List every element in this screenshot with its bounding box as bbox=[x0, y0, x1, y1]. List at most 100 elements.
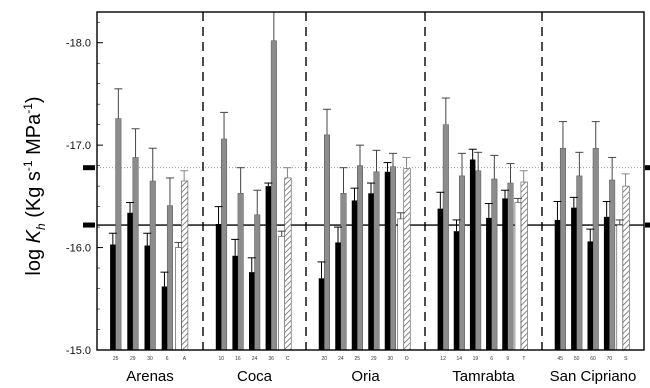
ytick-label: -15.0 bbox=[66, 345, 91, 357]
group-label-san-cipriano: San Cipriano bbox=[550, 368, 637, 385]
ytick-label: -16.0 bbox=[66, 243, 91, 255]
sample-label: 25 bbox=[113, 356, 119, 362]
black-bar-Arenas-25 bbox=[110, 244, 116, 350]
white-bar-C bbox=[278, 236, 286, 351]
gray-bar-Arenas-30 bbox=[149, 180, 156, 351]
sample-label: 20 bbox=[321, 356, 327, 362]
black-bar-Arenas-6 bbox=[161, 286, 168, 350]
sample-label: 29 bbox=[371, 356, 377, 362]
gray-bar-Coca-36 bbox=[270, 40, 277, 351]
gray-bar-Oria-24 bbox=[340, 193, 347, 351]
gray-bar-Oria-25 bbox=[357, 165, 363, 351]
black-bar-San Cipriano-45 bbox=[554, 219, 561, 350]
black-bar-Oria-20 bbox=[318, 278, 325, 350]
sample-label: 19 bbox=[473, 356, 479, 362]
gray-bar-San Cipriano-45 bbox=[559, 147, 566, 351]
white-bar-A bbox=[175, 247, 182, 351]
white-bar-T bbox=[514, 202, 522, 351]
hatched-bar-A bbox=[181, 180, 189, 351]
black-bar-Tamrabta-12 bbox=[437, 208, 444, 350]
sample-label: C bbox=[286, 356, 290, 362]
black-bar-Coca-16 bbox=[232, 255, 238, 350]
sample-label: 70 bbox=[607, 356, 613, 362]
hatched-bar-C bbox=[284, 177, 292, 351]
sample-label: S bbox=[624, 356, 628, 362]
sample-label: 45 bbox=[557, 356, 563, 362]
black-bar-San Cipriano-70 bbox=[603, 216, 610, 350]
black-bar-Arenas-29 bbox=[127, 212, 133, 350]
sample-label: 6 bbox=[166, 356, 169, 362]
sample-label: 36 bbox=[268, 356, 274, 362]
black-bar-Coca-10 bbox=[215, 224, 222, 350]
gray-bar-Oria-20 bbox=[324, 134, 330, 351]
ylabel-sup-2: -1 bbox=[21, 103, 35, 114]
ytick-label: -18.0 bbox=[66, 38, 91, 50]
ytick-label: -17.0 bbox=[66, 140, 91, 152]
sample-label: 60 bbox=[590, 356, 596, 362]
gray-bar-Coca-16 bbox=[237, 193, 244, 351]
black-bar-Oria-30 bbox=[384, 171, 391, 350]
black-bar-Oria-25 bbox=[351, 200, 358, 350]
black-bar-Coca-24 bbox=[249, 272, 255, 350]
ylabel-units-2: MPa bbox=[23, 113, 45, 161]
group-label-oria: Oria bbox=[351, 368, 380, 385]
sample-label: 12 bbox=[440, 356, 446, 362]
black-bar-Tamrabta-14 bbox=[453, 231, 460, 350]
sample-label: 24 bbox=[252, 356, 258, 362]
black-bar-Tamrabta-6 bbox=[486, 217, 492, 350]
gray-bar-San Cipriano-50 bbox=[576, 175, 583, 351]
black-bar-Oria-29 bbox=[368, 193, 374, 350]
gray-bar-San Cipriano-60 bbox=[592, 147, 599, 351]
black-bar-San Cipriano-60 bbox=[587, 241, 593, 350]
black-bar-Tamrabta-19 bbox=[469, 159, 476, 350]
white-bar-O bbox=[397, 218, 405, 351]
gray-bar-Coca-10 bbox=[221, 138, 228, 351]
ylabel-units-1: (Kg s bbox=[23, 171, 45, 223]
hatched-bar-S bbox=[622, 185, 630, 351]
group-label-coca: Coca bbox=[237, 368, 273, 385]
sample-label: 24 bbox=[338, 356, 344, 362]
black-bar-San Cipriano-50 bbox=[571, 207, 577, 350]
group-label-tamrabta: Tamrabta bbox=[452, 368, 515, 385]
gray-bar-Arenas-6 bbox=[166, 205, 173, 351]
sample-label: 30 bbox=[147, 356, 153, 362]
gray-bar-Tamrabta-14 bbox=[459, 175, 465, 351]
ylabel-sup-1: -1 bbox=[21, 160, 35, 171]
gray-bar-Arenas-25 bbox=[115, 118, 122, 351]
group-label-arenas: Arenas bbox=[126, 368, 174, 385]
sample-label: 25 bbox=[354, 356, 360, 362]
sample-label: 50 bbox=[574, 356, 580, 362]
ylabel-prefix: log bbox=[23, 243, 45, 275]
gray-bar-Tamrabta-12 bbox=[442, 124, 449, 351]
gray-bar-Oria-30 bbox=[390, 166, 396, 351]
sample-label: 14 bbox=[456, 356, 462, 362]
black-bar-Arenas-30 bbox=[144, 245, 150, 350]
svg-text:log Kh (Kg s-1 MPa-1): log Kh (Kg s-1 MPa-1) bbox=[21, 96, 48, 275]
white-bar-S bbox=[616, 224, 624, 351]
sample-label: T bbox=[522, 356, 525, 362]
gray-bar-Tamrabta-6 bbox=[491, 178, 498, 351]
sample-label: 10 bbox=[219, 356, 225, 362]
sample-label: O bbox=[405, 356, 409, 362]
gray-bar-Oria-29 bbox=[373, 171, 380, 351]
plot-area: 25 29 30 6 A Arenas 10 16 24 36 C Coca 20 24 25 29 30 O Or… bbox=[66, 11, 650, 385]
black-bar-Coca-36 bbox=[265, 186, 272, 350]
sample-label: A bbox=[183, 356, 187, 362]
gray-bar-Tamrabta-9 bbox=[507, 182, 514, 351]
ylabel-units-3: ) bbox=[23, 96, 45, 103]
hatched-bar-O bbox=[403, 168, 411, 351]
hatched-bar-T bbox=[520, 181, 528, 351]
y-axis-label: log Kh (Kg s-1 MPa-1) bbox=[21, 96, 48, 275]
gray-bar-Coca-24 bbox=[254, 214, 261, 351]
sample-label: 29 bbox=[130, 356, 136, 362]
ylabel-subscript: h bbox=[34, 223, 48, 230]
sample-label: 16 bbox=[235, 356, 241, 362]
gray-bar-Arenas-29 bbox=[132, 157, 139, 351]
sample-label: 6 bbox=[490, 356, 493, 362]
black-bar-Oria-24 bbox=[335, 242, 341, 350]
black-bar-Tamrabta-9 bbox=[502, 198, 508, 350]
sample-label: 30 bbox=[387, 356, 393, 362]
gray-bar-Tamrabta-19 bbox=[475, 170, 482, 351]
ylabel-symbol: K bbox=[23, 228, 45, 243]
